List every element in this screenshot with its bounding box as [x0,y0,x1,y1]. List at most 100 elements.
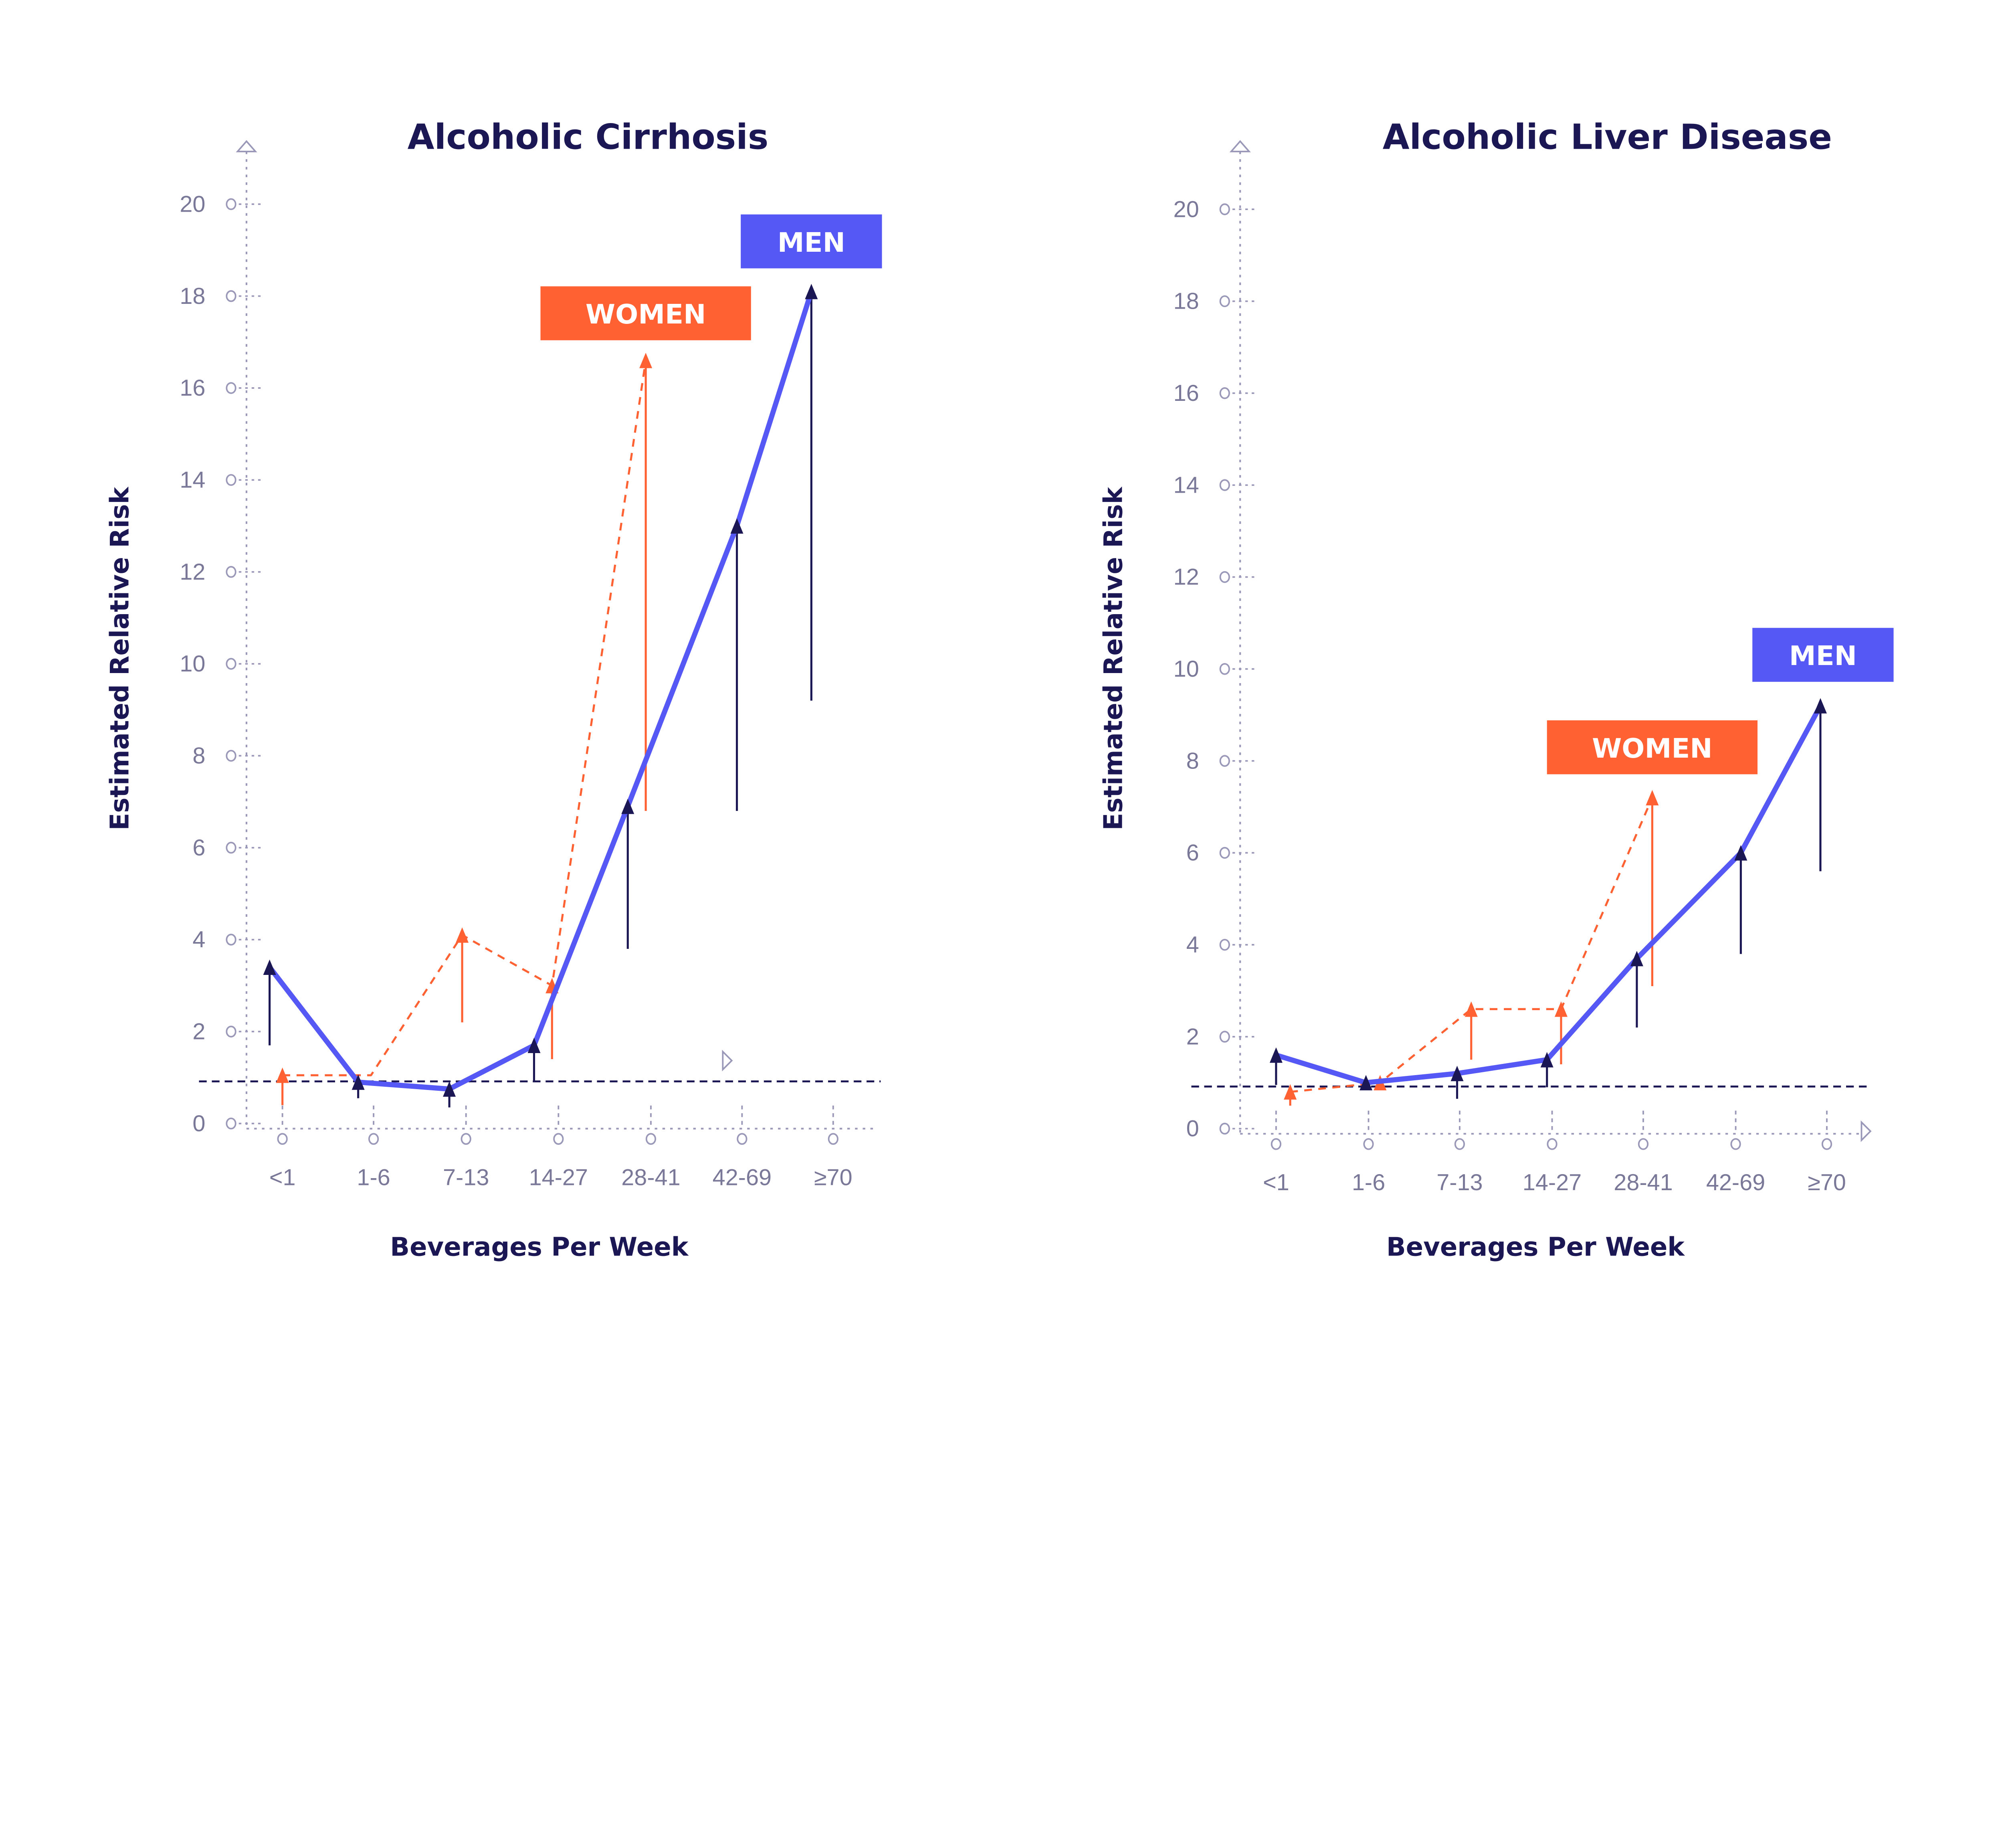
men-legend-label: MEN [778,227,845,258]
y-tick-label: 18 [1174,289,1199,314]
x-tick-marker [1454,1138,1465,1150]
x-axis-title: Beverages Per Week [1386,1233,1685,1262]
x-tick-label: 42-69 [1706,1170,1765,1195]
men-point-marker [730,518,743,534]
men-point-marker [1360,1075,1373,1091]
x-tick-marker [277,1133,288,1145]
y-tick-label: 16 [1174,380,1199,406]
chart-panel: Alcoholic Cirrhosis 0 2 4 6 8 10 12 14 16 18 20 <1 1-… [105,117,882,1262]
y-axis-title: Estimated Relative Risk [1099,486,1128,830]
women-legend-label: WOMEN [1592,733,1713,764]
y-tick-label: 8 [1186,748,1199,774]
y-tick-label: 20 [1174,196,1199,222]
chart-panel: Alcoholic Liver Disease 0 2 4 6 8 10 12 14 16 18 20… [1099,117,1894,1262]
y-tick-marker [226,841,236,854]
y-tick-label: 12 [1174,564,1199,590]
y-tick-label: 4 [192,927,205,952]
y-tick-label: 12 [180,559,205,585]
women-legend-label: WOMEN [586,299,706,330]
x-tick-label: <1 [1263,1170,1289,1195]
men-legend-badge [741,214,882,269]
y-tick-label: 0 [1186,1116,1199,1142]
women-point-marker [276,1068,289,1083]
men-point-marker [1734,845,1747,861]
x-tick-label: 1-6 [357,1165,390,1190]
x-tick-label: ≥70 [814,1165,853,1190]
y-axis-title: Estimated Relative Risk [105,486,135,830]
chart-title: Alcoholic Liver Disease [1383,117,1832,158]
y-tick-label: 4 [1186,932,1199,958]
y-tick-label: 8 [192,743,205,769]
men-legend-label: MEN [1789,640,1857,671]
x-tick-label: 28-41 [1614,1170,1673,1195]
x-tick-marker [1821,1138,1832,1150]
men-point-marker [263,959,276,975]
men-point-marker [1540,1052,1554,1068]
y-tick-label: 16 [180,375,205,401]
y-tick-marker [1219,1122,1230,1135]
men-series-line [267,291,814,1092]
men-point-marker [443,1081,456,1097]
x-tick-label: 7-13 [1436,1170,1483,1195]
y-tick-marker [1219,203,1230,215]
women-series-line [282,360,647,1076]
y-tick-marker [226,290,236,302]
y-tick-marker [226,934,236,946]
x-axis-title: Beverages Per Week [390,1233,689,1262]
y-axis-arrow-icon [236,140,257,152]
women-series-line [1290,797,1653,1093]
x-tick-label: 28-41 [621,1165,680,1190]
y-tick-marker [1219,755,1230,767]
y-tick-marker [226,1025,236,1038]
men-point-marker [621,799,634,814]
y-axis-arrow-icon [1229,140,1251,152]
x-tick-marker [828,1133,838,1145]
y-tick-label: 6 [1186,840,1199,866]
women-point-marker [456,927,469,943]
x-tick-marker [461,1133,471,1145]
x-tick-marker [1638,1138,1649,1150]
y-tick-marker [1219,479,1230,491]
y-tick-marker [226,566,236,578]
y-tick-label: 14 [1174,472,1199,498]
y-tick-label: 20 [180,192,205,217]
x-tick-label: 42-69 [713,1165,772,1190]
figure: Alcoholic Cirrhosis 0 2 4 6 8 10 12 14 16 18 20 <1 1-… [105,117,1894,1262]
x-tick-marker [1271,1138,1281,1150]
y-tick-marker [226,474,236,486]
x-tick-marker [645,1133,657,1145]
y-tick-marker [1219,387,1230,399]
x-tick-marker [368,1133,379,1145]
women-point-marker [1284,1084,1297,1100]
y-tick-marker [226,382,236,394]
y-tick-label: 2 [192,1019,205,1045]
men-point-marker [1814,698,1827,714]
y-tick-label: 10 [180,651,205,677]
chart-title: Alcoholic Cirrhosis [408,117,769,158]
women-legend-badge [540,286,751,340]
y-tick-marker [1219,1031,1230,1043]
x-tick-label: ≥70 [1808,1170,1846,1195]
y-tick-marker [226,750,236,762]
men-point-marker [352,1074,365,1090]
y-tick-label: 14 [180,467,205,493]
men-point-marker [805,283,818,299]
men-point-marker [527,1037,541,1053]
y-tick-label: 18 [180,283,205,309]
y-tick-marker [226,198,236,210]
women-point-marker [1646,790,1659,806]
women-point-marker [1465,1001,1478,1017]
men-point-marker [1450,1066,1464,1082]
women-legend-badge [1547,720,1758,774]
x-tick-marker [737,1133,747,1145]
women-point-marker [639,352,653,368]
y-tick-label: 0 [192,1111,205,1136]
x-tick-label: 1-6 [1352,1170,1385,1195]
y-tick-marker [226,658,236,670]
x-tick-marker [1363,1138,1374,1150]
x-axis-arrow-icon [722,1049,733,1072]
x-tick-label: 7-13 [443,1165,489,1190]
x-tick-marker [1730,1138,1741,1150]
y-tick-label: 6 [192,835,205,861]
y-tick-marker [226,1117,236,1130]
